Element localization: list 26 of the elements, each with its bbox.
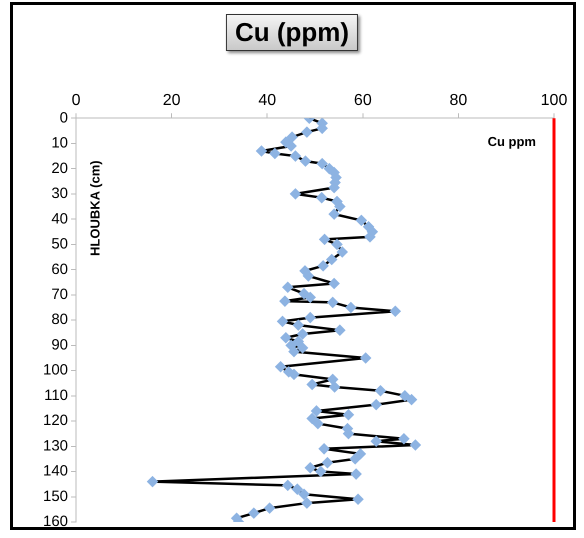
y-tick-label: 120 xyxy=(42,412,68,430)
x-tick-label: 20 xyxy=(162,92,181,110)
x-tick-label: 80 xyxy=(450,92,468,110)
chart-title: Cu (ppm) xyxy=(226,14,358,51)
y-tick-label: 150 xyxy=(42,488,68,505)
y-tick-label: 10 xyxy=(51,134,68,152)
y-tick-label: 110 xyxy=(44,386,68,404)
x-tick-label: 40 xyxy=(258,92,276,110)
y-tick-label: 60 xyxy=(51,260,68,278)
y-tick-label: 90 xyxy=(51,336,68,354)
y-tick-label: 80 xyxy=(51,311,68,328)
y-tick-label: 30 xyxy=(51,185,68,202)
y-tick-label: 50 xyxy=(51,236,68,253)
y-tick-label: 160 xyxy=(42,513,68,530)
y-axis-title: HLOUBKA (cm) xyxy=(88,160,103,256)
y-tick-label: 130 xyxy=(42,437,68,454)
x-tick-label: 60 xyxy=(354,92,372,110)
ref-line-label: Cu ppm xyxy=(488,134,536,149)
y-tick-label: 20 xyxy=(51,160,68,177)
x-tick-label: 0 xyxy=(72,92,81,110)
y-tick-label: 40 xyxy=(51,210,68,228)
y-tick-label: 140 xyxy=(42,462,68,480)
x-tick-label: 100 xyxy=(540,92,568,110)
y-tick-label: 100 xyxy=(42,362,68,379)
y-tick-label: 70 xyxy=(51,286,68,304)
y-tick-label: 0 xyxy=(60,109,68,126)
